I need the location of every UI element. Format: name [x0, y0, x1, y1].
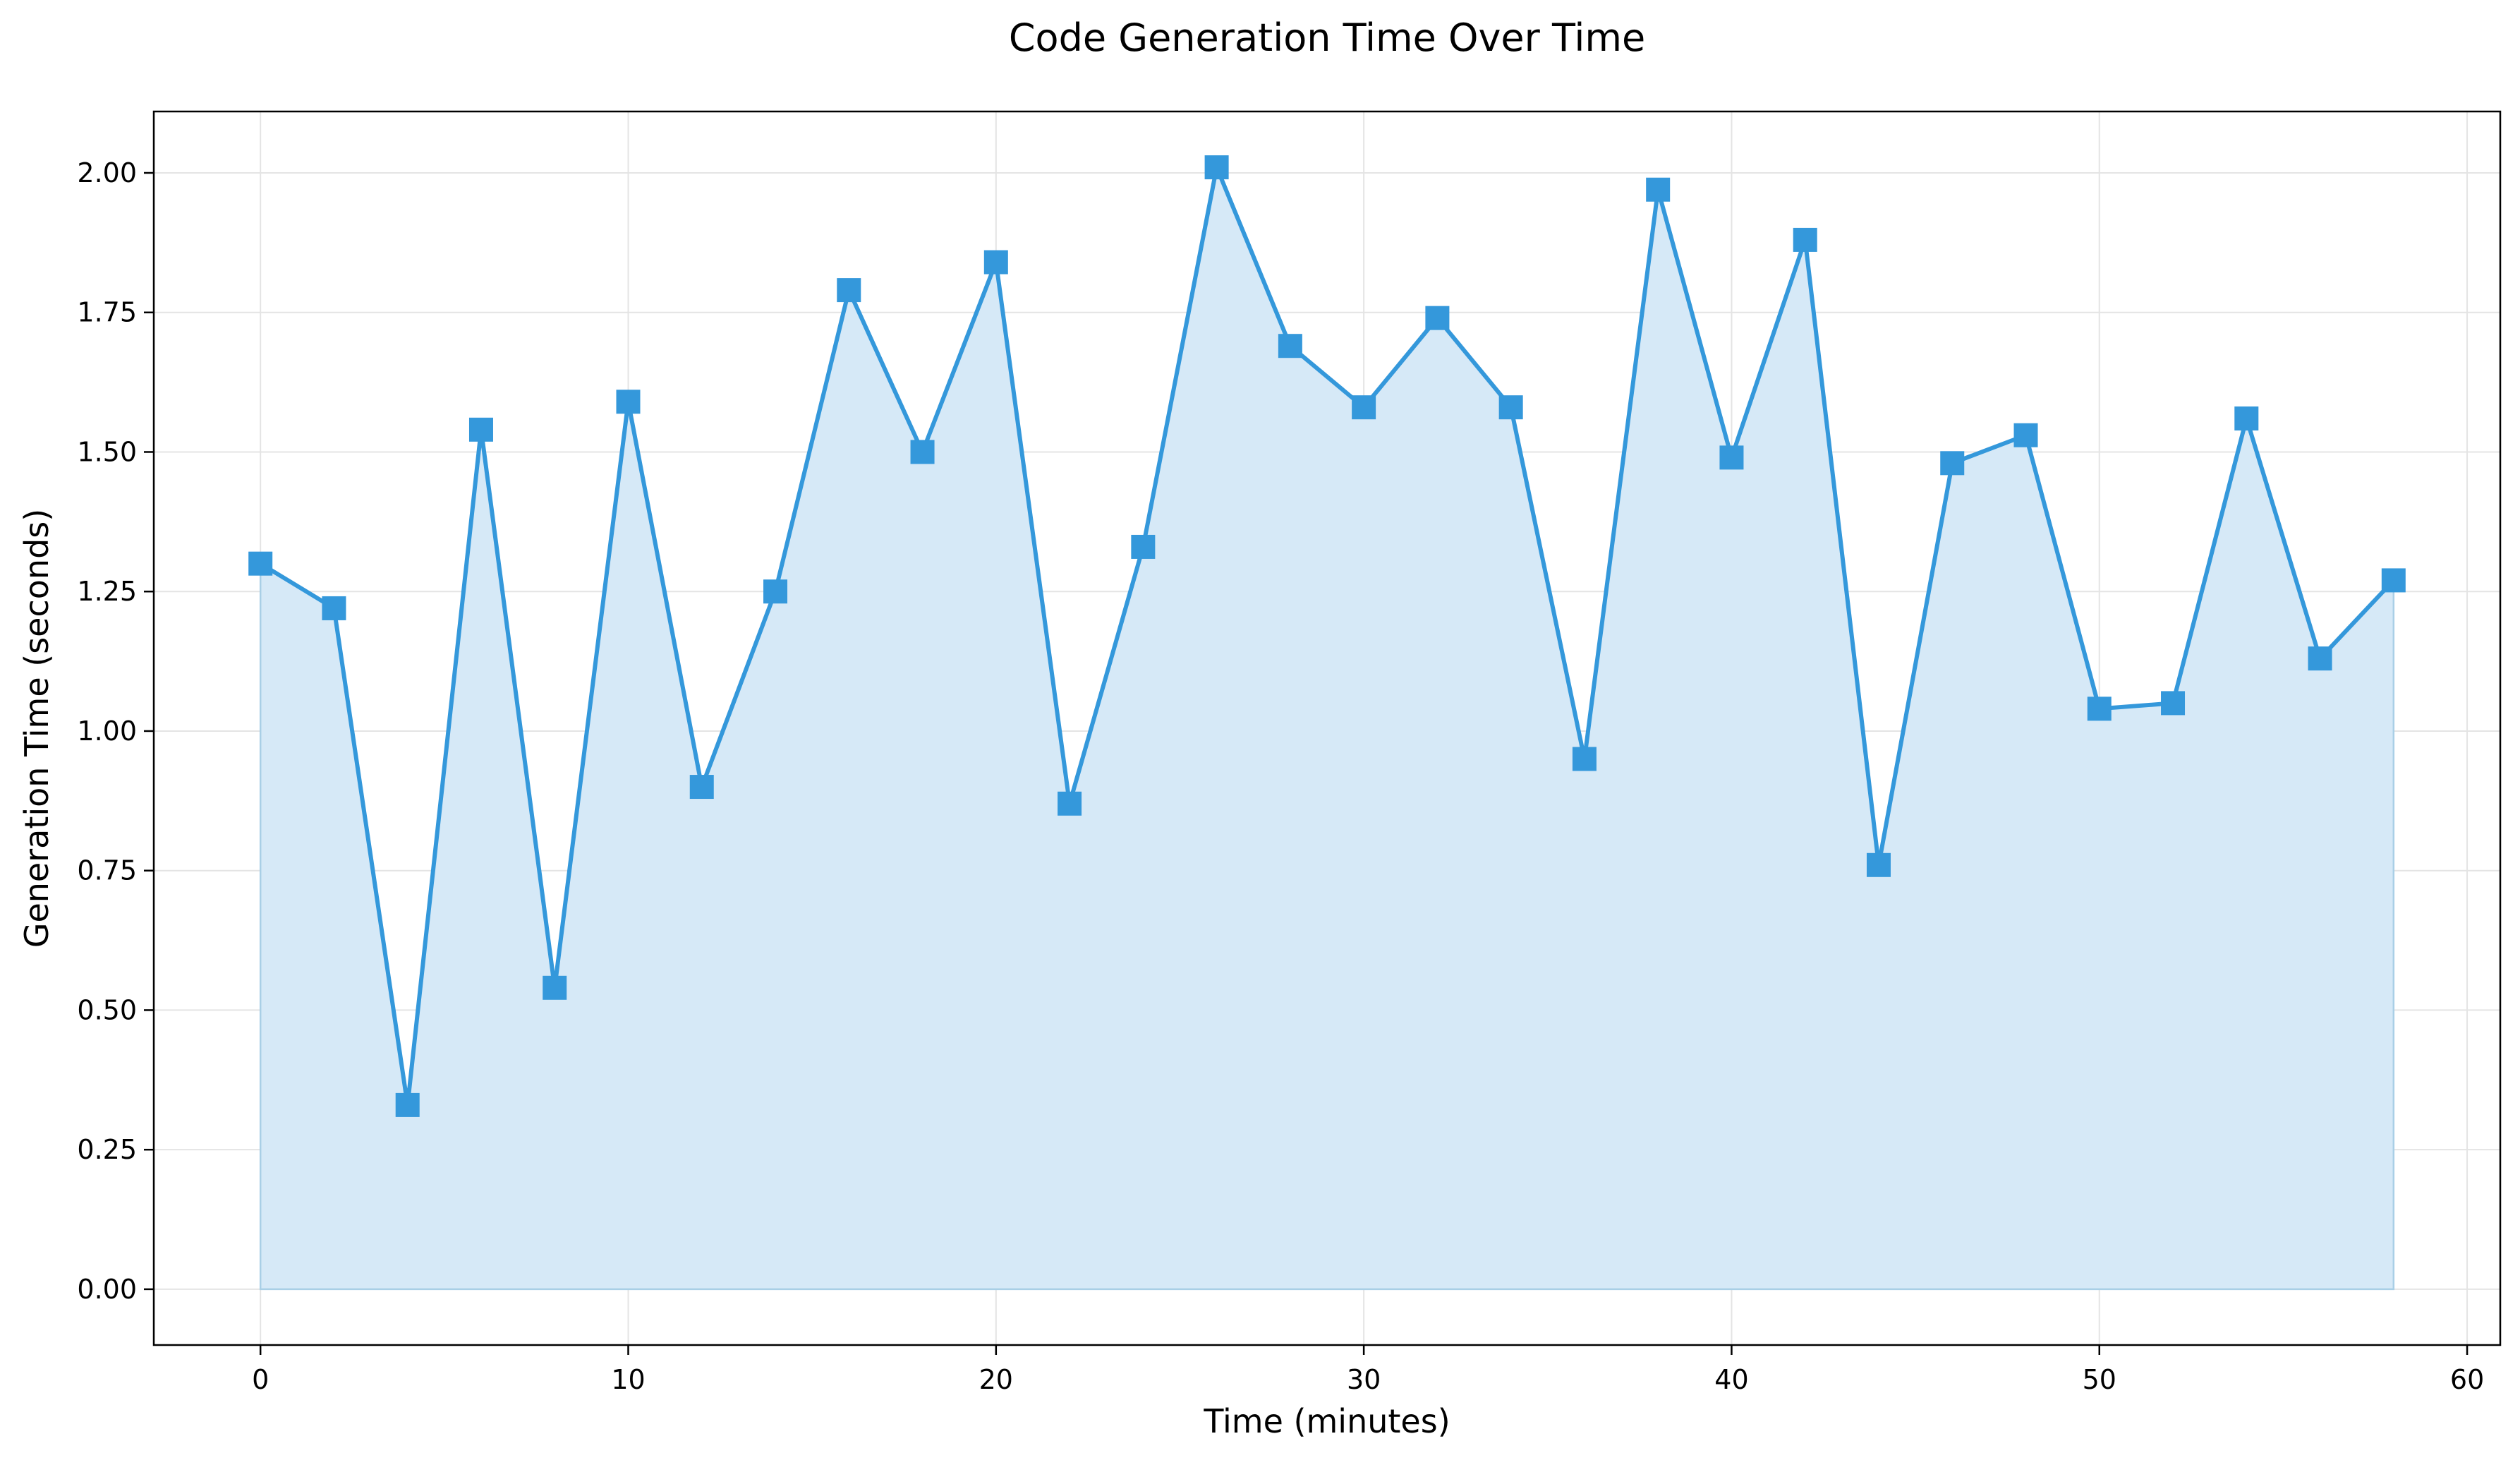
data-point-marker [2087, 697, 2112, 721]
data-point-marker [2013, 423, 2038, 447]
data-point-marker [616, 390, 641, 414]
y-tick-label: 1.00 [77, 716, 137, 747]
data-point-marker [322, 596, 346, 620]
data-point-marker [2381, 568, 2406, 593]
chart-title: Code Generation Time Over Time [1009, 16, 1645, 60]
data-point-marker [763, 579, 788, 604]
y-tick-label: 1.50 [77, 436, 137, 467]
data-point-marker [468, 417, 493, 442]
y-axis-ticks: 0.00 0.25 0.50 0.75 1.00 1.25 1.50 1.75 2.00 [77, 157, 154, 1305]
x-tick-label: 0 [252, 1364, 269, 1395]
data-point-marker [1793, 227, 1817, 252]
series-line [259, 165, 2396, 1107]
data-point-marker [1278, 334, 1302, 358]
data-point-marker [2308, 646, 2332, 671]
y-tick-label: 2.00 [77, 157, 137, 188]
data-point-marker [2161, 691, 2186, 716]
x-tick-label: 60 [2450, 1364, 2484, 1395]
x-tick-label: 40 [1714, 1364, 1748, 1395]
y-tick-label: 0.25 [77, 1134, 137, 1165]
x-tick-label: 20 [979, 1364, 1013, 1395]
data-point-marker [1425, 306, 1450, 330]
area-fill-layer [259, 164, 2395, 1291]
data-point-marker [1572, 747, 1597, 771]
data-point-marker [689, 775, 714, 800]
x-tick-label: 10 [611, 1364, 645, 1395]
data-point-marker [2234, 406, 2259, 431]
y-tick-label: 0.00 [77, 1274, 137, 1305]
x-tick-label: 50 [2083, 1364, 2116, 1395]
data-point-marker [910, 440, 935, 464]
data-point-marker [1131, 534, 1156, 559]
y-tick-label: 0.75 [77, 855, 137, 886]
y-axis-label: Generation Time (seconds) [18, 509, 56, 948]
data-point-marker [1058, 791, 1082, 816]
data-point-marker [1940, 451, 1965, 476]
x-axis-ticks: 0 10 20 30 40 50 60 [252, 1345, 2484, 1395]
series-area-fill [259, 164, 2395, 1291]
data-point-marker [248, 551, 273, 576]
x-tick-label: 30 [1347, 1364, 1381, 1395]
x-axis-label: Time (minutes) [1203, 1402, 1450, 1440]
data-point-marker [1498, 395, 1523, 420]
data-point-marker [1866, 852, 1891, 877]
y-tick-label: 1.25 [77, 576, 137, 607]
data-point-marker [1204, 155, 1229, 180]
data-point-marker [1352, 395, 1376, 420]
data-point-marker [983, 250, 1008, 275]
series-layer [248, 155, 2406, 1117]
y-tick-label: 1.75 [77, 297, 137, 328]
data-point-marker [1646, 177, 1671, 202]
data-point-marker [837, 278, 861, 303]
plot-frame [152, 110, 2502, 1346]
data-point-marker [543, 975, 567, 1000]
data-point-marker [1719, 445, 1744, 470]
y-tick-label: 0.50 [77, 994, 137, 1025]
data-point-marker [395, 1092, 420, 1117]
